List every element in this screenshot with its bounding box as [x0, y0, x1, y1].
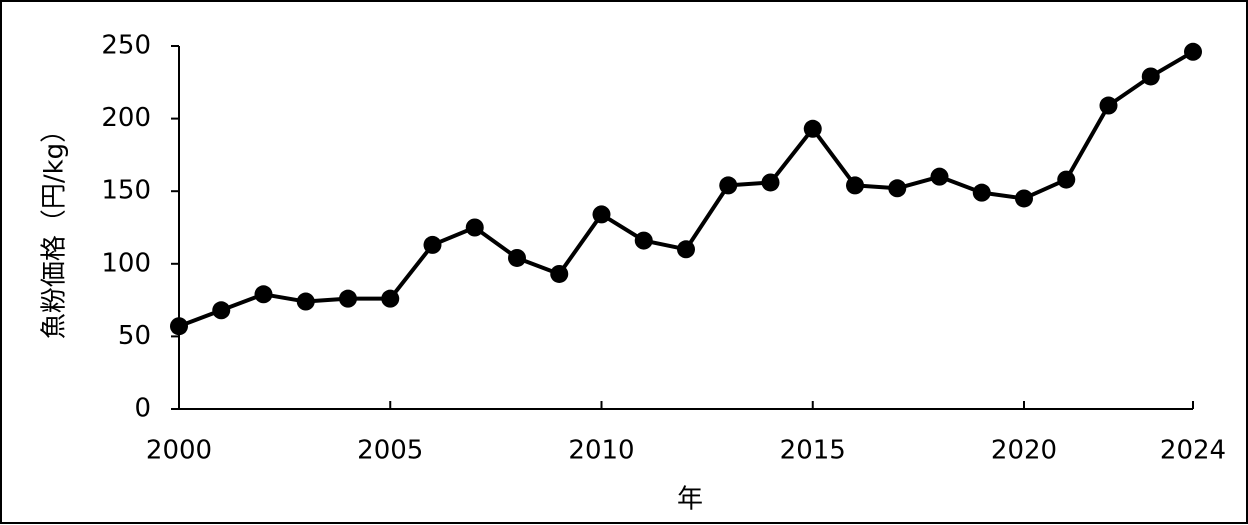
point — [846, 176, 864, 195]
x-tick-label: 2020 — [991, 436, 1057, 466]
point — [761, 173, 780, 192]
x-tick-label: 2024 — [1160, 436, 1226, 466]
point — [170, 317, 188, 336]
point — [296, 292, 315, 311]
point — [972, 183, 991, 202]
point — [1141, 67, 1160, 86]
point — [930, 167, 949, 186]
x-axis-label: 年 — [677, 485, 703, 515]
y-axis-label: 魚粉価格（円/kg） — [40, 117, 70, 339]
point — [508, 248, 526, 267]
point — [1099, 96, 1118, 115]
point — [212, 301, 231, 320]
y-tick-label: 150 — [101, 176, 151, 206]
point — [423, 235, 442, 254]
y-tick-label: 50 — [118, 321, 151, 351]
point — [719, 176, 738, 195]
point — [1015, 189, 1033, 208]
point — [550, 264, 569, 283]
point — [465, 218, 484, 237]
x-tick-label: 2005 — [357, 436, 423, 466]
x-tick-label: 2010 — [568, 436, 634, 466]
y-tick-label: 250 — [101, 31, 151, 61]
y-tick-label: 100 — [101, 248, 151, 278]
point — [1184, 42, 1202, 61]
point — [1057, 170, 1076, 189]
point — [592, 205, 611, 224]
y-tick-label: 200 — [101, 103, 151, 133]
x-tick-label: 2000 — [146, 436, 212, 466]
point — [888, 179, 907, 198]
y-tick-label: 0 — [134, 394, 151, 424]
point — [381, 289, 400, 308]
line — [178, 50, 1195, 329]
point — [677, 240, 695, 259]
point — [803, 119, 822, 138]
point — [339, 289, 357, 308]
point — [254, 285, 273, 304]
point — [634, 231, 653, 250]
x-tick-label: 2015 — [780, 436, 846, 466]
